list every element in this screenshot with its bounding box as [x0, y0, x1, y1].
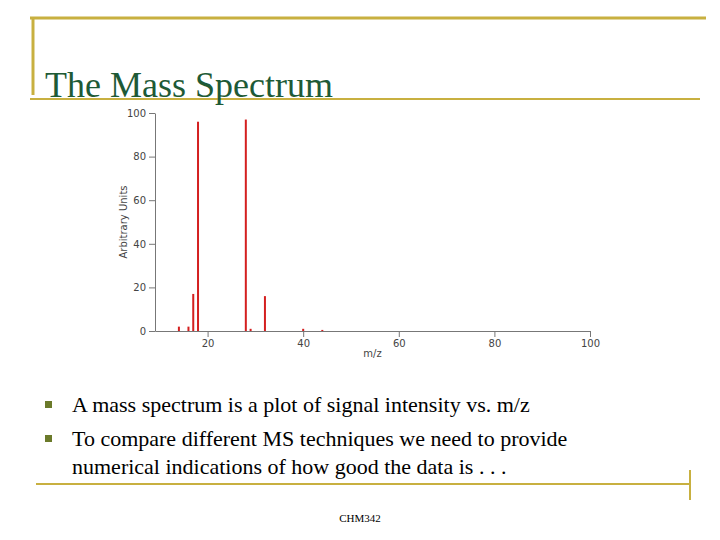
- tick-label: 80: [133, 151, 146, 162]
- slide: The Mass Spectrum A mass spectrum is a pl…: [0, 0, 720, 540]
- peak: [178, 327, 180, 331]
- bullet-marker: [45, 435, 52, 442]
- plot-area: [178, 120, 323, 331]
- tick-label: 20: [133, 282, 146, 293]
- tick: 40: [133, 239, 155, 250]
- tick-mark: [149, 113, 155, 114]
- tick: 80: [133, 151, 155, 162]
- tick: 100: [127, 108, 155, 119]
- tick-mark: [399, 331, 400, 337]
- x-axis: 20 40 60 80 100: [156, 331, 601, 349]
- bullet-text: numerical indications of how good the da…: [72, 454, 506, 479]
- axis-line: [155, 114, 156, 332]
- bullet-text: To compare different MS techniques we ne…: [72, 426, 567, 451]
- peak: [245, 120, 247, 331]
- y-axis: 0 20 40 60 80 100: [127, 108, 156, 337]
- tick-label: 80: [489, 338, 502, 349]
- peak: [321, 330, 323, 331]
- decoration-line: [30, 17, 706, 20]
- tick-mark: [149, 331, 155, 332]
- chart: 20 40 60 80 100 0 20 40 60 80 100 m/z Arbitrary Unit…: [118, 108, 600, 359]
- tick-label: 60: [393, 338, 406, 349]
- decoration-line: [689, 470, 691, 500]
- decoration-line: [32, 18, 35, 95]
- axis-line: [156, 331, 591, 332]
- tick-mark: [149, 200, 155, 201]
- y-axis-title: Arbitrary Units: [118, 185, 129, 258]
- tick: 0: [140, 326, 155, 337]
- tick: 80: [489, 331, 502, 349]
- tick-mark: [303, 331, 304, 337]
- tick-label: 60: [133, 195, 146, 206]
- tick: 20: [133, 282, 155, 293]
- tick-mark: [494, 331, 495, 337]
- tick-mark: [590, 331, 591, 337]
- tick: 40: [297, 331, 310, 349]
- decoration-line: [36, 483, 690, 485]
- peak: [197, 122, 199, 331]
- peak: [264, 296, 266, 331]
- bullet-text: A mass spectrum is a plot of signal inte…: [72, 392, 530, 417]
- peak: [187, 327, 189, 331]
- tick-mark: [149, 287, 155, 288]
- tick-label: 100: [581, 338, 600, 349]
- tick-mark: [149, 157, 155, 158]
- footer: CHM342: [339, 512, 381, 524]
- peak: [250, 329, 252, 331]
- tick-label: 20: [202, 338, 215, 349]
- tick-mark: [149, 244, 155, 245]
- tick-label: 40: [133, 239, 146, 250]
- tick-label: 100: [127, 108, 146, 119]
- slide-title: The Mass Spectrum: [45, 65, 333, 105]
- bullet-marker: [45, 401, 52, 408]
- tick: 60: [133, 195, 155, 206]
- x-axis-title: m/z: [363, 348, 381, 359]
- tick: 20: [202, 331, 215, 349]
- tick: 100: [581, 331, 600, 349]
- peak: [192, 294, 194, 331]
- peak: [302, 329, 304, 331]
- tick-mark: [208, 331, 209, 337]
- tick: 60: [393, 331, 406, 349]
- tick-label: 40: [297, 338, 310, 349]
- tick-label: 0: [140, 326, 146, 337]
